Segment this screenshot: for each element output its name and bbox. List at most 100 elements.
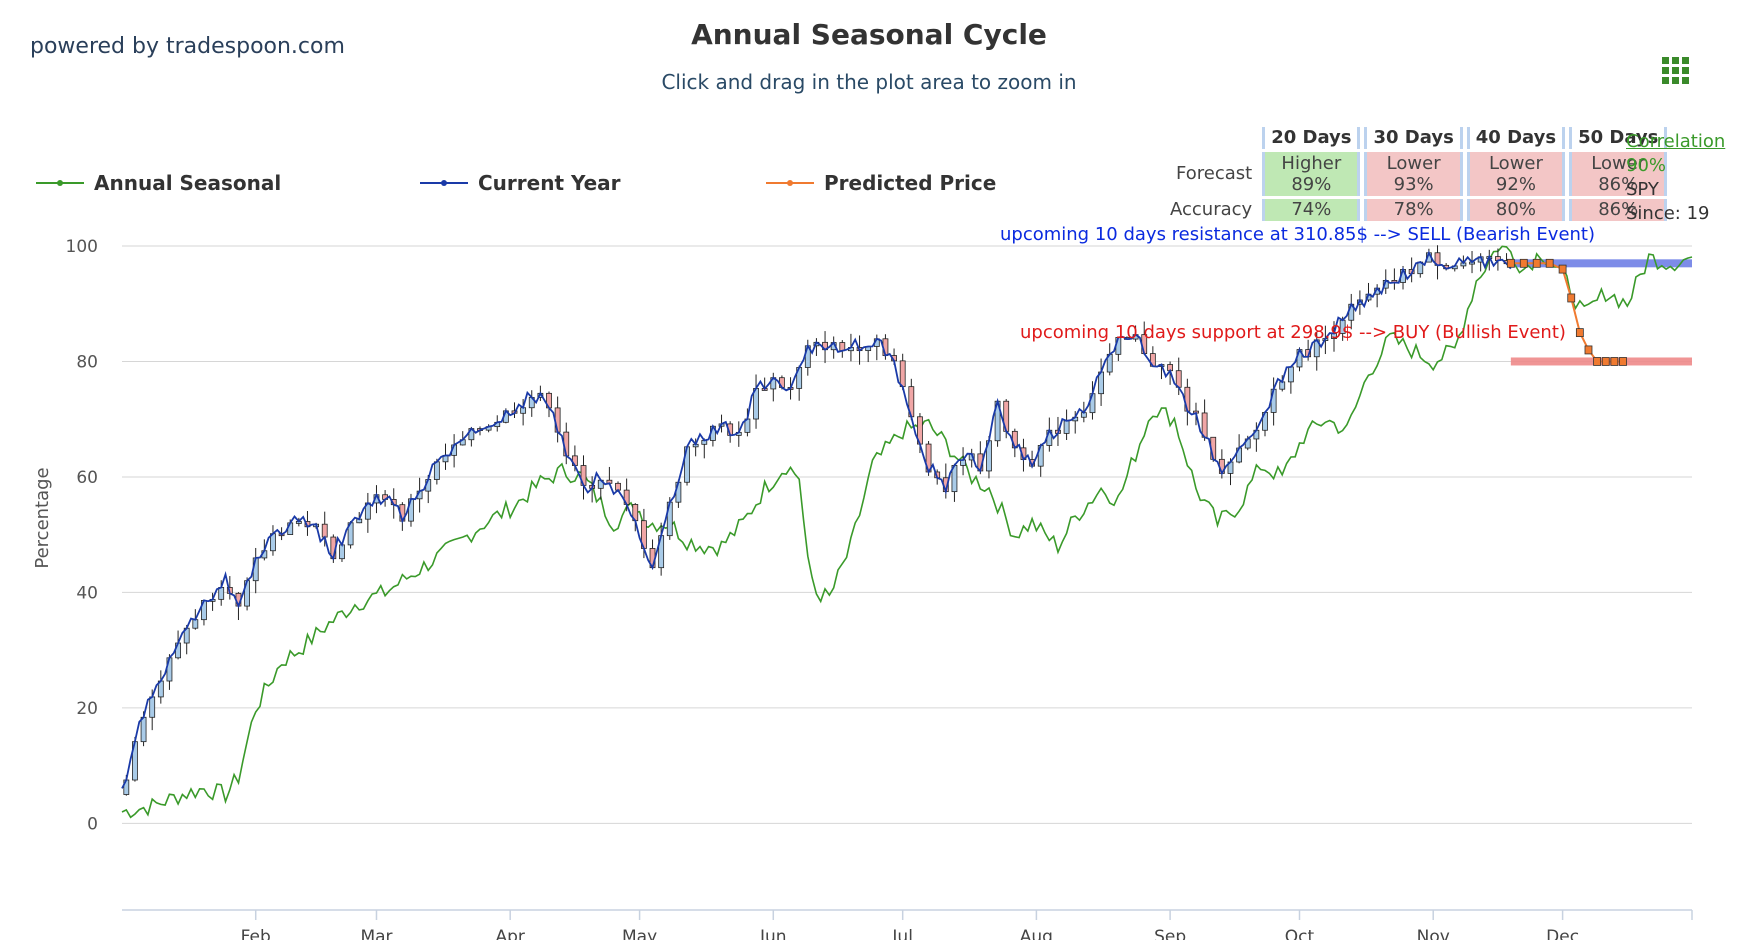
accuracy-cell: 86% (1569, 199, 1668, 221)
resistance-band (1510, 259, 1692, 268)
predicted-point (1610, 357, 1619, 366)
candle-body (1339, 319, 1346, 334)
candle-body (123, 779, 130, 795)
accuracy-cell: 80% (1466, 199, 1566, 221)
candle-body (425, 479, 432, 492)
candle-body (571, 455, 578, 466)
candle-body (149, 696, 156, 718)
x-tick-label: Oct (1285, 927, 1315, 940)
candle-body (830, 342, 837, 351)
legend-label: Annual Seasonal (94, 171, 282, 195)
x-tick-label: Feb (241, 927, 271, 940)
candle-body (1391, 280, 1398, 283)
candle-body (658, 535, 665, 569)
candle-body (1382, 280, 1389, 289)
candle-body (1089, 393, 1096, 414)
candle-body (1434, 252, 1441, 266)
accuracy-cell: 78% (1364, 199, 1463, 221)
candle-body (1055, 429, 1061, 434)
x-tick-label: Sep (1154, 927, 1186, 940)
correlation-link[interactable]: Correlation (1626, 131, 1726, 152)
candle-body (1175, 370, 1182, 388)
series-predicted-price (1506, 258, 1627, 366)
correlation-value: 90% (1626, 155, 1667, 176)
candle-body (468, 428, 475, 441)
candle-body (580, 465, 587, 486)
candle-body (925, 443, 932, 473)
candle-body (684, 446, 690, 483)
correlation-since: Since: 19 (1626, 203, 1710, 224)
candle-body (183, 627, 190, 644)
candle-body (364, 502, 371, 520)
candle-body (1063, 420, 1070, 434)
candle-body (201, 600, 207, 621)
candle-body (546, 392, 552, 409)
x-tick-label: Apr (495, 927, 524, 940)
predicted-point (1545, 258, 1554, 268)
x-tick-label: Jun (759, 927, 787, 940)
candle-body (1495, 256, 1501, 261)
candle-body (408, 498, 414, 522)
candle-body (718, 423, 725, 427)
y-tick-label: 80 (76, 352, 98, 372)
candle-body (666, 501, 673, 537)
chart-title: Annual Seasonal Cycle (691, 18, 1047, 51)
series-annual-seasonal (121, 245, 1693, 819)
hamburger-grid-icon[interactable] (1662, 57, 1690, 85)
candle-body (908, 386, 915, 418)
candle-body (640, 520, 647, 549)
candle-body (848, 347, 854, 352)
predicted-point (1532, 258, 1541, 268)
candle-body (520, 407, 527, 414)
candle-body (1098, 371, 1104, 395)
forecast-header: 50 Days (1569, 127, 1668, 149)
candle-body (710, 425, 716, 441)
candle-body (899, 360, 906, 388)
candle-body (132, 741, 138, 781)
candle-body (373, 494, 380, 504)
candle-body (1227, 461, 1234, 474)
candle-body (692, 443, 699, 448)
candle-body (882, 338, 889, 356)
candle-body (502, 410, 509, 423)
forecast-header: 40 Days (1466, 127, 1566, 149)
candle-body (606, 479, 613, 484)
support-band (1510, 357, 1692, 366)
candle-body (1244, 438, 1251, 449)
candle-body (1020, 447, 1027, 460)
candle-body (313, 523, 319, 528)
candle-body (192, 619, 199, 629)
candle-body (1313, 339, 1320, 358)
candle-body (968, 453, 975, 461)
candle-body (252, 557, 259, 582)
candle-body (330, 536, 337, 560)
candle-body (1029, 459, 1035, 467)
y-axis-label: Percentage (32, 467, 53, 568)
chart-subtitle: Click and drag in the plot area to zoom … (661, 70, 1077, 94)
x-tick-label: Nov (1417, 927, 1450, 940)
candle-body (287, 522, 294, 535)
x-axis: Feb Mar Apr May Jun Jul Aug Sep Oct Nov Dec (122, 909, 1693, 940)
candle-body (615, 482, 621, 491)
candle-body (1477, 256, 1484, 263)
candle-body (175, 642, 181, 659)
candle-body (804, 345, 811, 368)
candle-body (451, 444, 458, 456)
forecast-header: 20 Days (1262, 127, 1361, 149)
candle-body (295, 521, 302, 524)
candle-body (942, 477, 949, 493)
candle-body (1305, 349, 1312, 358)
candle-body (321, 523, 328, 538)
candle-body (623, 489, 630, 505)
predicted-point (1575, 328, 1584, 338)
candle-body (1469, 261, 1475, 265)
candle-body (356, 518, 363, 524)
candle-body (1236, 447, 1243, 463)
candle-body (1253, 429, 1260, 440)
candle-body (813, 341, 820, 347)
legend-predicted-price[interactable]: Predicted Price (766, 171, 996, 195)
support-resistance-bands (1510, 259, 1692, 366)
correlation-panel: Correlation 90% SPY Since: 19 (1626, 130, 1725, 226)
legend-current-year[interactable]: Current Year (420, 171, 621, 195)
legend-annual-seasonal[interactable]: Annual Seasonal (36, 171, 281, 195)
